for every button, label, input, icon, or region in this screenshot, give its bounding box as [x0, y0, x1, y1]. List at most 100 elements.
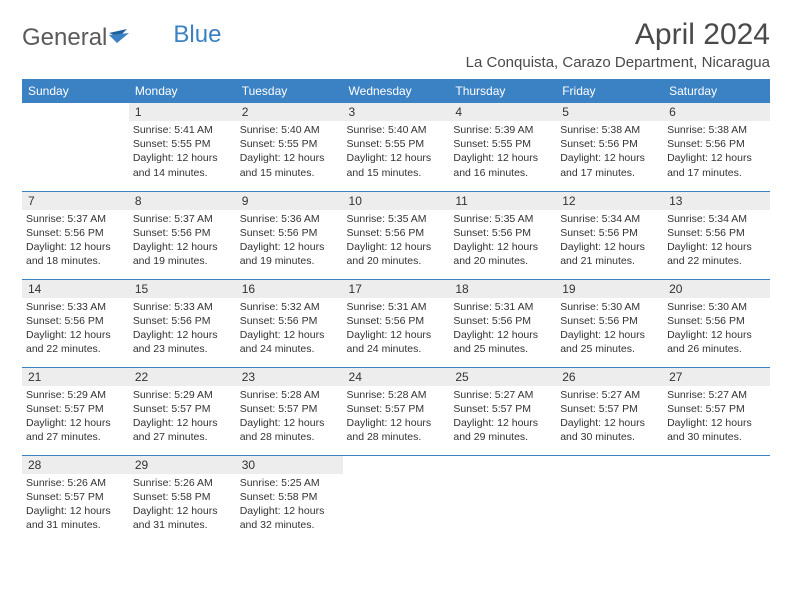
daylight-text: Daylight: 12 hours and 18 minutes.: [26, 240, 125, 268]
daylight-text: Daylight: 12 hours and 16 minutes.: [453, 151, 552, 179]
sunrise-text: Sunrise: 5:41 AM: [133, 123, 232, 137]
day-info: Sunrise: 5:34 AMSunset: 5:56 PMDaylight:…: [560, 212, 659, 269]
day-info: Sunrise: 5:35 AMSunset: 5:56 PMDaylight:…: [347, 212, 446, 269]
day-number: 8: [129, 192, 236, 210]
day-info: Sunrise: 5:40 AMSunset: 5:55 PMDaylight:…: [347, 123, 446, 180]
daylight-text: Daylight: 12 hours and 23 minutes.: [133, 328, 232, 356]
day-number: 25: [449, 368, 556, 386]
day-info: Sunrise: 5:40 AMSunset: 5:55 PMDaylight:…: [240, 123, 339, 180]
daylight-text: Daylight: 12 hours and 25 minutes.: [453, 328, 552, 356]
sunrise-text: Sunrise: 5:27 AM: [667, 388, 766, 402]
calendar-day-cell: 9Sunrise: 5:36 AMSunset: 5:56 PMDaylight…: [236, 191, 343, 279]
sunrise-text: Sunrise: 5:26 AM: [133, 476, 232, 490]
daylight-text: Daylight: 12 hours and 24 minutes.: [347, 328, 446, 356]
daylight-text: Daylight: 12 hours and 15 minutes.: [347, 151, 446, 179]
sunrise-text: Sunrise: 5:31 AM: [347, 300, 446, 314]
calendar-day-cell: 1Sunrise: 5:41 AMSunset: 5:55 PMDaylight…: [129, 103, 236, 191]
title-block: April 2024 La Conquista, Carazo Departme…: [466, 18, 770, 71]
sunset-text: Sunset: 5:56 PM: [667, 226, 766, 240]
calendar-week-row: 1Sunrise: 5:41 AMSunset: 5:55 PMDaylight…: [22, 103, 770, 191]
calendar-week-row: 21Sunrise: 5:29 AMSunset: 5:57 PMDayligh…: [22, 367, 770, 455]
daylight-text: Daylight: 12 hours and 19 minutes.: [133, 240, 232, 268]
sunrise-text: Sunrise: 5:26 AM: [26, 476, 125, 490]
day-info: Sunrise: 5:30 AMSunset: 5:56 PMDaylight:…: [560, 300, 659, 357]
calendar-day-cell: 8 Sunrise: 5:37 AMSunset: 5:56 PMDaylight…: [129, 191, 236, 279]
sunrise-text: Sunrise: 5:29 AM: [133, 388, 232, 402]
location-subtitle: La Conquista, Carazo Department, Nicarag…: [466, 54, 770, 71]
sunset-text: Sunset: 5:56 PM: [240, 314, 339, 328]
calendar-day-cell: 6Sunrise: 5:38 AMSunset: 5:56 PMDaylight…: [663, 103, 770, 191]
calendar-day-cell: [449, 455, 556, 543]
calendar-day-cell: 10Sunrise: 5:35 AMSunset: 5:56 PMDayligh…: [343, 191, 450, 279]
sunset-text: Sunset: 5:56 PM: [26, 314, 125, 328]
sunset-text: Sunset: 5:56 PM: [453, 226, 552, 240]
logo-text-2: Blue: [173, 21, 221, 49]
calendar-page: General Blue April 2024 La Conquista, Ca…: [0, 0, 792, 555]
sunrise-text: Sunrise: 5:37 AM: [133, 212, 232, 226]
daylight-text: Daylight: 12 hours and 22 minutes.: [26, 328, 125, 356]
calendar-day-cell: 7Sunrise: 5:37 AMSunset: 5:56 PMDaylight…: [22, 191, 129, 279]
sunset-text: Sunset: 5:57 PM: [240, 402, 339, 416]
calendar-day-cell: 27Sunrise: 5:27 AMSunset: 5:57 PMDayligh…: [663, 367, 770, 455]
day-info: Sunrise: 5:28 AMSunset: 5:57 PMDaylight:…: [240, 388, 339, 445]
day-header: Sunday: [22, 79, 129, 103]
daylight-text: Daylight: 12 hours and 20 minutes.: [453, 240, 552, 268]
day-info: Sunrise: 5:32 AMSunset: 5:56 PMDaylight:…: [240, 300, 339, 357]
day-number: 20: [663, 280, 770, 298]
calendar-day-cell: 23Sunrise: 5:28 AMSunset: 5:57 PMDayligh…: [236, 367, 343, 455]
day-info: Sunrise: 5:38 AMSunset: 5:56 PMDaylight:…: [560, 123, 659, 180]
logo: General Blue: [22, 22, 221, 54]
day-info: Sunrise: 5:27 AMSunset: 5:57 PMDaylight:…: [667, 388, 766, 445]
calendar-day-cell: 4Sunrise: 5:39 AMSunset: 5:55 PMDaylight…: [449, 103, 556, 191]
day-number: 3: [343, 103, 450, 121]
sunset-text: Sunset: 5:58 PM: [240, 490, 339, 504]
calendar-week-row: 14Sunrise: 5:33 AMSunset: 5:56 PMDayligh…: [22, 279, 770, 367]
calendar-day-cell: 22Sunrise: 5:29 AMSunset: 5:57 PMDayligh…: [129, 367, 236, 455]
day-info: Sunrise: 5:31 AMSunset: 5:56 PMDaylight:…: [347, 300, 446, 357]
sunset-text: Sunset: 5:55 PM: [347, 137, 446, 151]
day-number: 28: [22, 456, 129, 474]
calendar-table: SundayMondayTuesdayWednesdayThursdayFrid…: [22, 79, 770, 543]
day-number: 21: [22, 368, 129, 386]
calendar-day-cell: 26Sunrise: 5:27 AMSunset: 5:57 PMDayligh…: [556, 367, 663, 455]
daylight-text: Daylight: 12 hours and 30 minutes.: [667, 416, 766, 444]
sunset-text: Sunset: 5:58 PM: [133, 490, 232, 504]
day-number: 5: [556, 103, 663, 121]
calendar-day-cell: [22, 103, 129, 191]
sunrise-text: Sunrise: 5:32 AM: [240, 300, 339, 314]
sunset-text: Sunset: 5:56 PM: [133, 314, 232, 328]
sunset-text: Sunset: 5:57 PM: [453, 402, 552, 416]
daylight-text: Daylight: 12 hours and 27 minutes.: [133, 416, 232, 444]
day-number: 13: [663, 192, 770, 210]
sunrise-text: Sunrise: 5:35 AM: [453, 212, 552, 226]
calendar-day-cell: [663, 455, 770, 543]
daylight-text: Daylight: 12 hours and 17 minutes.: [560, 151, 659, 179]
daylight-text: Daylight: 12 hours and 20 minutes.: [347, 240, 446, 268]
sunrise-text: Sunrise: 5:35 AM: [347, 212, 446, 226]
sunset-text: Sunset: 5:57 PM: [133, 402, 232, 416]
sunrise-text: Sunrise: 5:30 AM: [667, 300, 766, 314]
sunrise-text: Sunrise: 5:31 AM: [453, 300, 552, 314]
day-info: Sunrise: 5:35 AMSunset: 5:56 PMDaylight:…: [453, 212, 552, 269]
day-header: Friday: [556, 79, 663, 103]
daylight-text: Daylight: 12 hours and 17 minutes.: [667, 151, 766, 179]
day-header: Thursday: [449, 79, 556, 103]
calendar-day-cell: [556, 455, 663, 543]
daylight-text: Daylight: 12 hours and 28 minutes.: [347, 416, 446, 444]
day-info: Sunrise: 5:25 AMSunset: 5:58 PMDaylight:…: [240, 476, 339, 533]
logo-flag-icon: [109, 26, 135, 54]
sunrise-text: Sunrise: 5:28 AM: [240, 388, 339, 402]
calendar-week-row: 28Sunrise: 5:26 AMSunset: 5:57 PMDayligh…: [22, 455, 770, 543]
sunrise-text: Sunrise: 5:30 AM: [560, 300, 659, 314]
calendar-day-cell: 30Sunrise: 5:25 AMSunset: 5:58 PMDayligh…: [236, 455, 343, 543]
calendar-day-cell: 19Sunrise: 5:30 AMSunset: 5:56 PMDayligh…: [556, 279, 663, 367]
sunrise-text: Sunrise: 5:28 AM: [347, 388, 446, 402]
calendar-day-cell: 18Sunrise: 5:31 AMSunset: 5:56 PMDayligh…: [449, 279, 556, 367]
page-header: General Blue April 2024 La Conquista, Ca…: [22, 18, 770, 71]
calendar-day-cell: 11Sunrise: 5:35 AMSunset: 5:56 PMDayligh…: [449, 191, 556, 279]
sunrise-text: Sunrise: 5:34 AM: [667, 212, 766, 226]
calendar-day-cell: 28Sunrise: 5:26 AMSunset: 5:57 PMDayligh…: [22, 455, 129, 543]
calendar-day-cell: 3 Sunrise: 5:40 AMSunset: 5:55 PMDaylight…: [343, 103, 450, 191]
sunset-text: Sunset: 5:56 PM: [133, 226, 232, 240]
day-number: 26: [556, 368, 663, 386]
